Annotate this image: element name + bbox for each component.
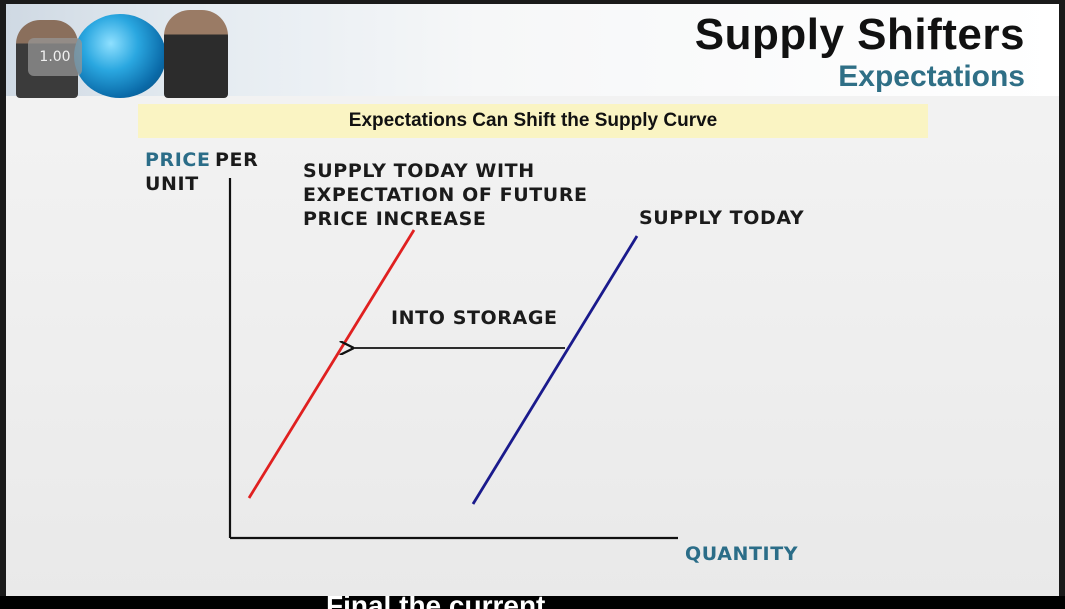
into-storage-label: INTO STORAGE <box>391 307 558 329</box>
slide-subtitle: Expectations <box>838 60 1025 93</box>
supply-diagram: PRICE PER UNIT SUPPLY TODAY WITH EXPECTA… <box>145 149 804 565</box>
presenters-photo: 1.00 <box>16 8 228 98</box>
x-axis-label: QUANTITY <box>685 543 798 565</box>
y-axis-label-per: PER <box>215 149 258 171</box>
y-axis-label: PRICE PER <box>145 149 258 171</box>
video-frame: 1.00 Supply Shifters Expectations Expect… <box>6 4 1059 596</box>
y-axis-label-unit: UNIT <box>145 173 199 195</box>
y-axis-label-price: PRICE <box>145 149 211 171</box>
playback-speed-badge[interactable]: 1.00 <box>28 38 82 76</box>
diagram-heading-banner: Expectations Can Shift the Supply Curve <box>138 104 928 138</box>
shifted-curve-label-line1: SUPPLY TODAY WITH <box>303 160 535 182</box>
today-curve-label: SUPPLY TODAY <box>639 207 804 229</box>
shifted-curve-label-line2: EXPECTATION OF FUTURE <box>303 184 588 206</box>
supply-curve-shifted <box>247 229 416 499</box>
supply-curve-today <box>471 235 639 505</box>
subtitle-strip: Final the current... <box>0 596 1065 609</box>
shifted-curve-label-line3: PRICE INCREASE <box>303 208 486 230</box>
subtitle-text: Final the current... <box>326 596 569 609</box>
globe-image <box>74 14 166 98</box>
slide-header: 1.00 Supply Shifters Expectations <box>6 4 1059 98</box>
presenter-right-image <box>164 10 228 98</box>
slide-title: Supply Shifters <box>694 10 1025 59</box>
